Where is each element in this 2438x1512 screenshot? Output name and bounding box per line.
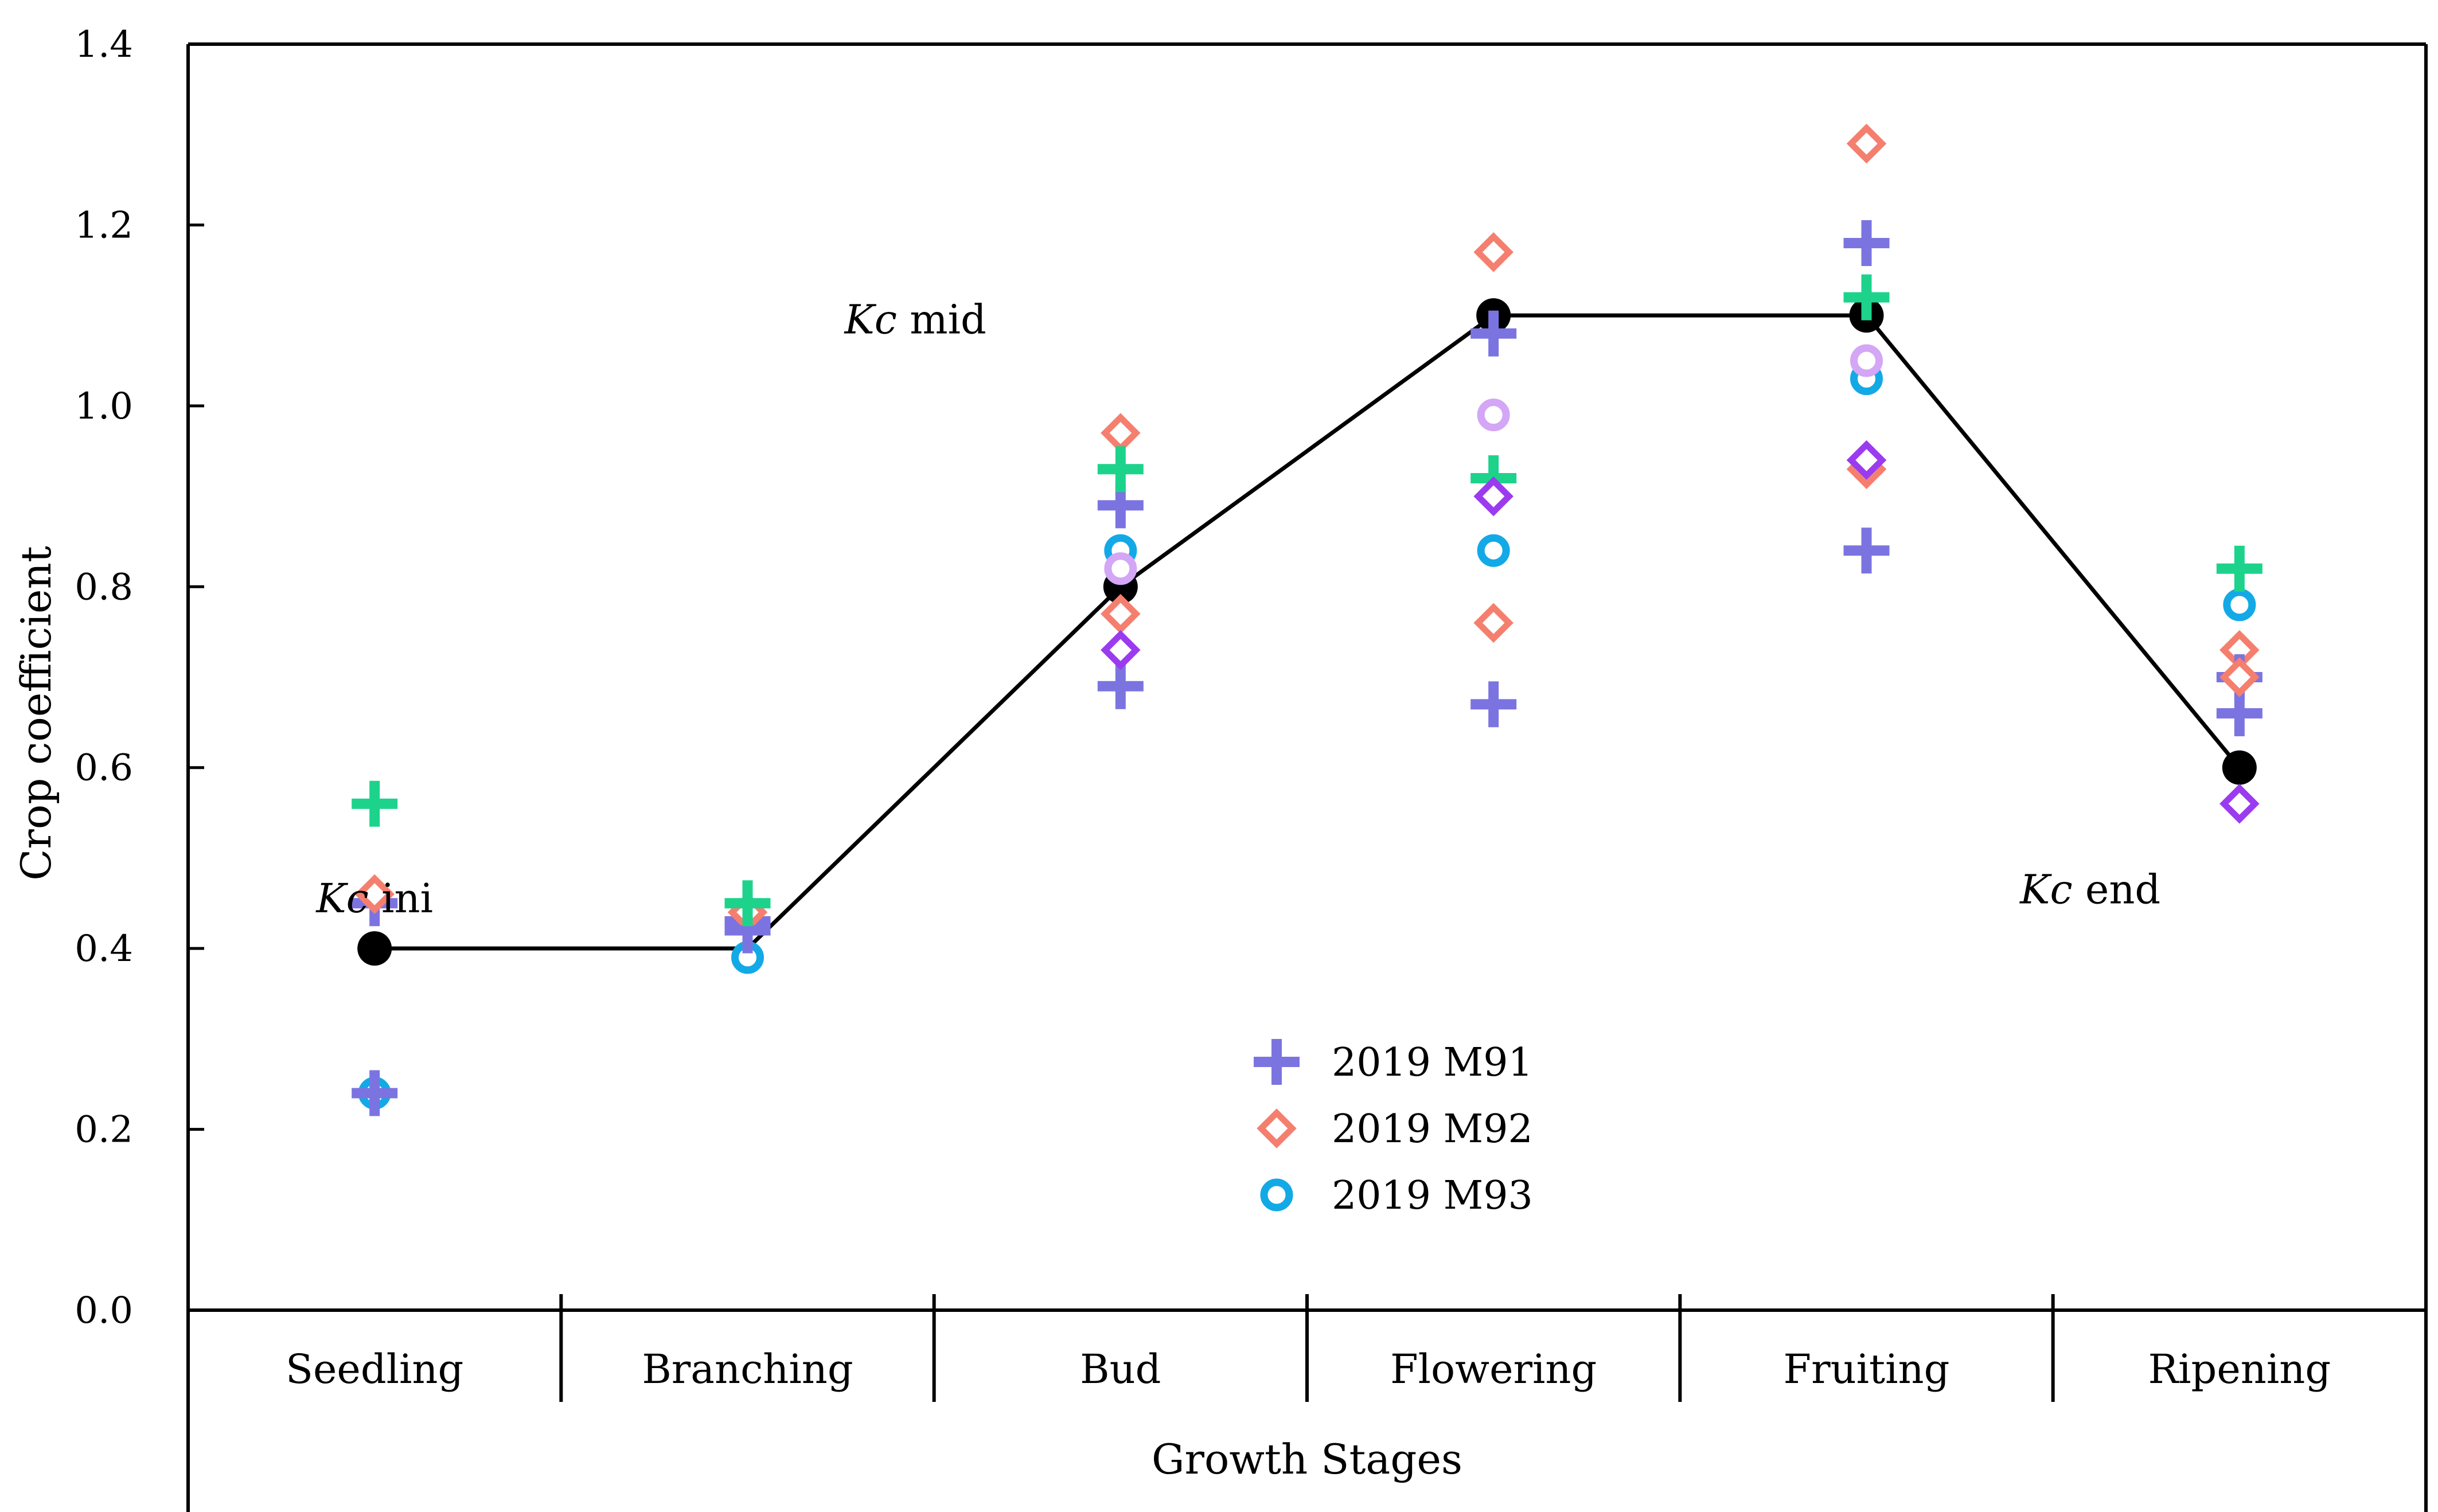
kc-annotation-italic: Kc xyxy=(315,875,369,922)
marker-s5-ripening xyxy=(2216,545,2263,592)
y-axis-ticks: 0.0 0.2 0.4 0.6 0.8 1.0 1.2 1.4 xyxy=(75,24,204,1332)
marker-s3-bud-v xyxy=(1115,663,1126,709)
marker-s0-fruiting xyxy=(1843,220,1890,266)
marker-s3-bud xyxy=(1097,663,1144,709)
legend-marker-2 xyxy=(1260,1178,1293,1212)
marker-s1-seedling xyxy=(354,874,395,915)
marker-s0-bud xyxy=(1097,482,1144,529)
marker-s2-flowering xyxy=(1477,534,1510,567)
y-tick-label-2: 0.4 xyxy=(75,928,133,970)
marker-s5-fruiting-v xyxy=(1861,274,1872,321)
marker-s7-fruiting xyxy=(1850,344,1883,377)
marker-s4-ripening xyxy=(2219,657,2260,697)
marker-s4-flowering xyxy=(1473,603,1513,643)
marker-s5-bud-v xyxy=(1115,446,1126,493)
marker-s3-fruiting-v xyxy=(1861,528,1872,574)
y-tick-label-5: 1.0 xyxy=(75,385,133,428)
kc-annotation-italic: Kc xyxy=(2019,866,2073,913)
marker-s5-bud xyxy=(1097,446,1144,493)
marker-s0-ripening xyxy=(2216,690,2263,737)
marker-s6-fruiting xyxy=(1846,440,1887,480)
marker-s1-fruiting xyxy=(1846,123,1887,164)
y-tick-label-4: 0.8 xyxy=(75,566,133,608)
marker-s0-fruiting-v xyxy=(1861,220,1872,266)
y-tick-label-3: 0.6 xyxy=(75,747,133,790)
y-tick-label-0: 0.0 xyxy=(75,1290,133,1332)
marker-s7-flowering xyxy=(1477,398,1510,432)
marker-s3-flowering-v xyxy=(1488,681,1499,728)
marker-s1-bud xyxy=(1101,413,1141,453)
marker-s6-ripening xyxy=(2219,784,2260,824)
marker-s5-seedling-v xyxy=(369,780,380,827)
kc-annotation-italic: Kc xyxy=(843,296,897,343)
marker-s5-branching-v xyxy=(742,880,753,927)
legend-label-2: 2019 M93 xyxy=(1332,1173,1533,1218)
marker-s6-flowering xyxy=(1473,476,1513,517)
kc-annotation-stage: end xyxy=(2073,866,2161,913)
category-label-bud: Bud xyxy=(1080,1346,1161,1393)
marker-s5-fruiting xyxy=(1843,274,1890,321)
kc-annotation-end: Kc end xyxy=(2019,866,2160,913)
kc-annotation-mid: Kc mid xyxy=(843,296,986,343)
chart-frame xyxy=(186,42,2428,1512)
legend-marker-0 xyxy=(1254,1039,1300,1085)
marker-s0-flowering-v xyxy=(1488,310,1499,357)
x-axis-title: Growth Stages xyxy=(1152,1435,1462,1483)
legend: 2019 M91 2019 M92 2019 M93 xyxy=(1254,1039,1533,1218)
category-label-fruiting: Fruiting xyxy=(1784,1346,1950,1393)
category-label-flowering: Flowering xyxy=(1390,1346,1597,1393)
data-markers xyxy=(352,123,2263,1116)
y-tick-label-1: 0.2 xyxy=(75,1109,133,1151)
marker-s3-fruiting xyxy=(1843,528,1890,574)
legend-label-0: 2019 M91 xyxy=(1332,1040,1533,1085)
y-axis-title: Crop coefficient xyxy=(12,546,60,881)
marker-s0-ripening-v xyxy=(2234,690,2245,737)
legend-marker-0-v xyxy=(1271,1039,1282,1085)
reference-dot-4 xyxy=(2222,750,2257,785)
legend-label-1: 2019 M92 xyxy=(1332,1107,1533,1152)
marker-s3-seedling xyxy=(352,1070,398,1116)
y-tick-label-7: 1.4 xyxy=(75,24,133,66)
marker-s0-bud-v xyxy=(1115,482,1126,529)
category-label-ripening: Ripening xyxy=(2148,1346,2331,1393)
marker-s6-bud xyxy=(1101,630,1141,670)
category-label-branching: Branching xyxy=(642,1346,853,1393)
reference-dot-0 xyxy=(357,931,392,966)
category-label-seedling: Seedling xyxy=(286,1346,463,1393)
kc-annotation-ini: Kc ini xyxy=(315,875,433,922)
marker-s2-ripening xyxy=(2223,588,2256,622)
marker-s7-bud xyxy=(1104,552,1137,585)
marker-s3-seedling-v xyxy=(369,1070,380,1116)
marker-s4-bud xyxy=(1101,593,1141,634)
kc-reference-line xyxy=(357,298,2257,966)
marker-s0-flowering xyxy=(1470,310,1517,357)
legend-marker-1 xyxy=(1257,1108,1297,1148)
kc-annotation-stage: ini xyxy=(369,875,433,922)
marker-s5-ripening-v xyxy=(2234,545,2245,592)
marker-s3-flowering xyxy=(1470,681,1517,728)
category-labels: Seedling Branching Bud Flowering Fruiting Rip… xyxy=(286,1346,2331,1393)
kc-annotation-stage: mid xyxy=(897,296,986,343)
reference-line xyxy=(375,313,2241,951)
marker-s5-branching xyxy=(724,880,771,927)
y-tick-label-6: 1.2 xyxy=(75,204,133,247)
category-dividers xyxy=(559,1294,2055,1402)
marker-s1-flowering xyxy=(1473,232,1513,272)
marker-s5-seedling xyxy=(352,780,398,827)
